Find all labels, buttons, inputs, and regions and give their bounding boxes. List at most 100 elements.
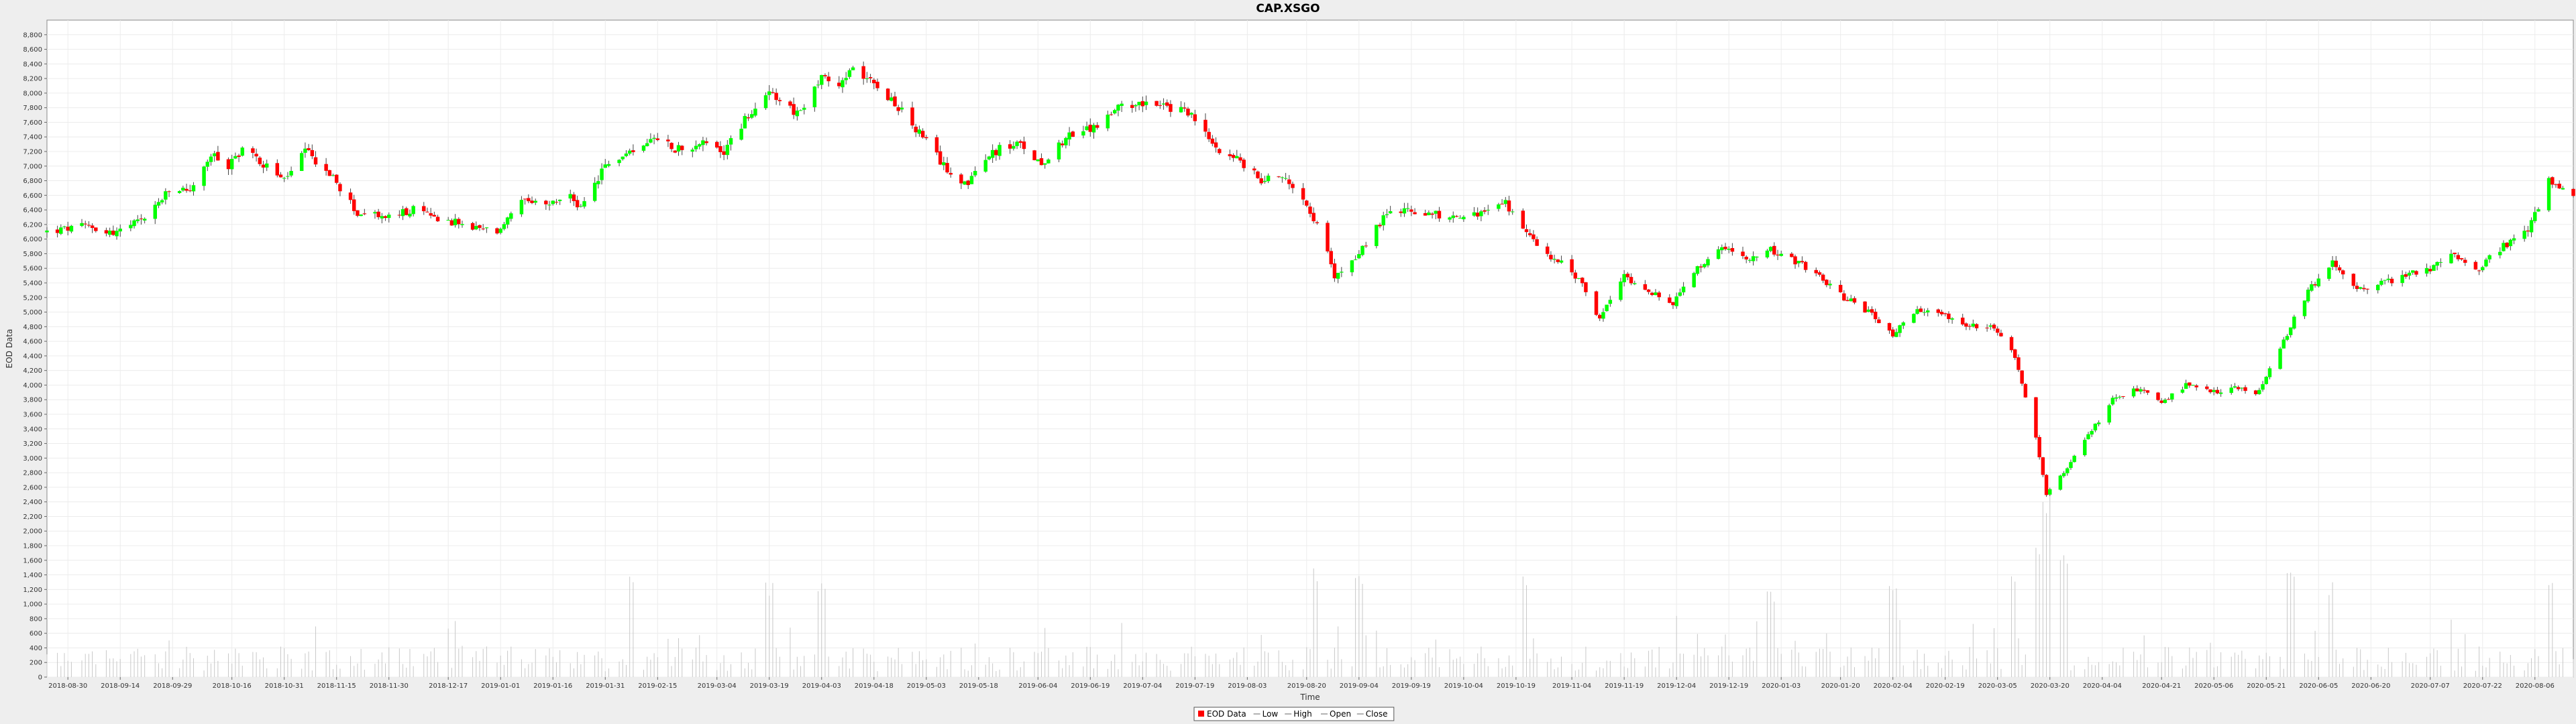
candle-body	[920, 131, 925, 138]
candle-body	[1790, 253, 1794, 257]
candle-body	[1971, 323, 1976, 327]
candle-body	[1242, 160, 1246, 168]
candle	[1022, 136, 1026, 155]
candle-body	[1723, 247, 1727, 249]
candle-body	[264, 163, 269, 168]
candle-body	[1256, 171, 1260, 178]
candle-body	[1085, 126, 1089, 131]
candle-body	[1106, 114, 1110, 129]
candle	[474, 221, 478, 231]
candle	[983, 154, 987, 173]
candle-body	[405, 208, 409, 215]
candle-body	[94, 227, 98, 231]
y-axis-label: EOD Data	[5, 329, 14, 369]
y-tick-label: 5,200	[23, 294, 42, 302]
candle-body	[2435, 261, 2439, 266]
candle-body	[237, 156, 241, 158]
candle-body	[1901, 322, 1906, 326]
candle	[2302, 300, 2307, 319]
candle	[530, 196, 534, 204]
candle	[2058, 475, 2063, 491]
y-tick-label: 7,000	[23, 163, 42, 170]
candle	[1545, 243, 1550, 257]
candle	[2061, 471, 2066, 478]
candle	[722, 145, 726, 160]
candle	[216, 145, 220, 161]
candle	[795, 107, 800, 121]
candle	[1259, 173, 1263, 186]
candle-body	[1625, 274, 1630, 278]
candle-body	[2477, 270, 2481, 272]
candle	[348, 188, 353, 204]
candle	[2365, 288, 2369, 294]
candle-body	[2379, 280, 2383, 285]
candle-body	[1727, 249, 1731, 250]
candle-body	[2341, 270, 2345, 275]
y-tick-label: 2,200	[23, 514, 42, 521]
candle-body	[1158, 105, 1163, 106]
candle-body	[1360, 245, 1364, 255]
candle-body	[356, 210, 360, 216]
candle-body	[557, 199, 562, 201]
y-tick-label: 1,800	[23, 543, 42, 550]
candle-body	[1091, 125, 1096, 133]
candle-body	[2306, 290, 2310, 302]
candle-body	[383, 216, 388, 219]
candle-body	[115, 231, 119, 237]
candle-body	[1409, 209, 1413, 212]
candle-body	[2310, 284, 2314, 291]
candle	[885, 88, 890, 101]
candle	[1755, 256, 1759, 261]
candle-body	[865, 78, 869, 79]
candle-body	[1765, 250, 1770, 257]
candle	[551, 200, 555, 206]
x-tick-label: 2020-02-19	[1926, 682, 1965, 690]
candle-body	[303, 148, 307, 153]
candle-body	[655, 138, 660, 140]
candle-body	[1681, 286, 1686, 293]
candle	[1765, 249, 1770, 259]
candle	[1925, 308, 1930, 317]
candle	[792, 97, 796, 119]
candle	[1308, 202, 1312, 218]
candle-body	[1671, 302, 1675, 306]
x-tick-label: 2018-12-17	[429, 682, 468, 690]
candle-body	[2212, 389, 2216, 392]
candle-body	[2487, 255, 2491, 259]
x-tick-label: 2019-04-03	[802, 682, 841, 690]
chart-title: CAP.XSGO	[1256, 2, 1320, 15]
candle	[917, 125, 922, 137]
candle-body	[2184, 383, 2188, 389]
candle-body	[1852, 298, 1857, 303]
candle-body	[2414, 271, 2418, 275]
candle	[774, 88, 778, 105]
candle	[1573, 269, 1578, 284]
candle-body	[1399, 211, 1403, 213]
x-tick-label: 2020-03-05	[1978, 682, 2017, 690]
candle-body	[1350, 260, 1354, 273]
candle	[1629, 273, 1633, 286]
candle-body	[2020, 370, 2024, 384]
candle-body	[1308, 206, 1312, 214]
candle-series	[45, 61, 2575, 497]
candle	[942, 156, 946, 170]
candle-body	[645, 143, 649, 147]
candle-body	[900, 107, 904, 110]
candle	[2536, 207, 2540, 212]
candle	[1483, 206, 1487, 215]
candle	[1018, 139, 1022, 148]
candle-body	[1510, 211, 1515, 213]
candle	[2414, 270, 2418, 278]
candle	[435, 215, 440, 223]
candle-body	[1357, 254, 1361, 259]
candle-body	[1081, 131, 1085, 136]
candle	[1388, 206, 1393, 215]
candle-body	[1919, 308, 1923, 312]
candle	[1828, 280, 1832, 290]
candle-body	[690, 149, 695, 152]
candle	[1500, 198, 1504, 204]
candle-body	[572, 194, 576, 202]
x-tick-label: 2019-08-03	[1228, 682, 1267, 690]
candle	[820, 74, 824, 89]
